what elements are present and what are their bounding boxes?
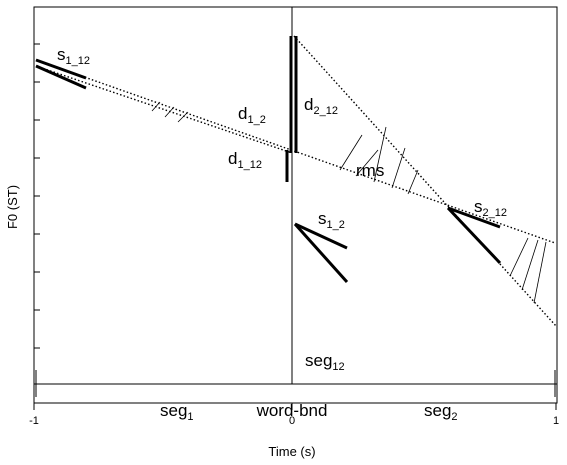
plot-frame	[33, 6, 558, 404]
slope-s1-12	[35, 58, 87, 80]
label-word-bnd: word-bnd	[256, 401, 328, 420]
x-tick-label-1: 1	[553, 415, 559, 427]
label-d1-2: d1_2	[238, 104, 266, 126]
label-s2-12: s2_12	[474, 197, 507, 219]
x-tick-label-0: 0	[289, 415, 295, 427]
label-d1-12: d1_12	[228, 149, 262, 171]
slope-s1-2-lower	[293, 222, 349, 284]
x-axis-title: Time (s)	[268, 444, 315, 459]
slope-s2-12-lower	[446, 206, 502, 265]
rms-hatching	[151, 101, 547, 304]
x-axis-ticks	[33, 403, 557, 410]
label-seg2: seg2	[424, 401, 458, 423]
slope-s1-2-upper	[294, 222, 348, 250]
label-s1-2: s1_2	[318, 209, 345, 231]
regression-seg1	[35, 65, 293, 154]
y-axis-ticks	[34, 43, 40, 349]
y-axis-title: F0 (ST)	[5, 185, 20, 229]
x-tick-label-neg1: -1	[29, 415, 39, 427]
stylized-slopes	[35, 58, 502, 284]
label-seg12: seg12	[305, 351, 345, 373]
label-d2-12: d2_12	[304, 95, 338, 117]
slope-s1-1	[35, 64, 87, 90]
difference-bars	[285, 36, 298, 182]
label-seg1: seg1	[160, 401, 194, 423]
label-s1-12: s1_12	[57, 45, 90, 67]
label-rms: rms	[356, 161, 384, 180]
slope-s2-12-upper	[447, 206, 501, 229]
regression-seg2	[293, 35, 557, 327]
